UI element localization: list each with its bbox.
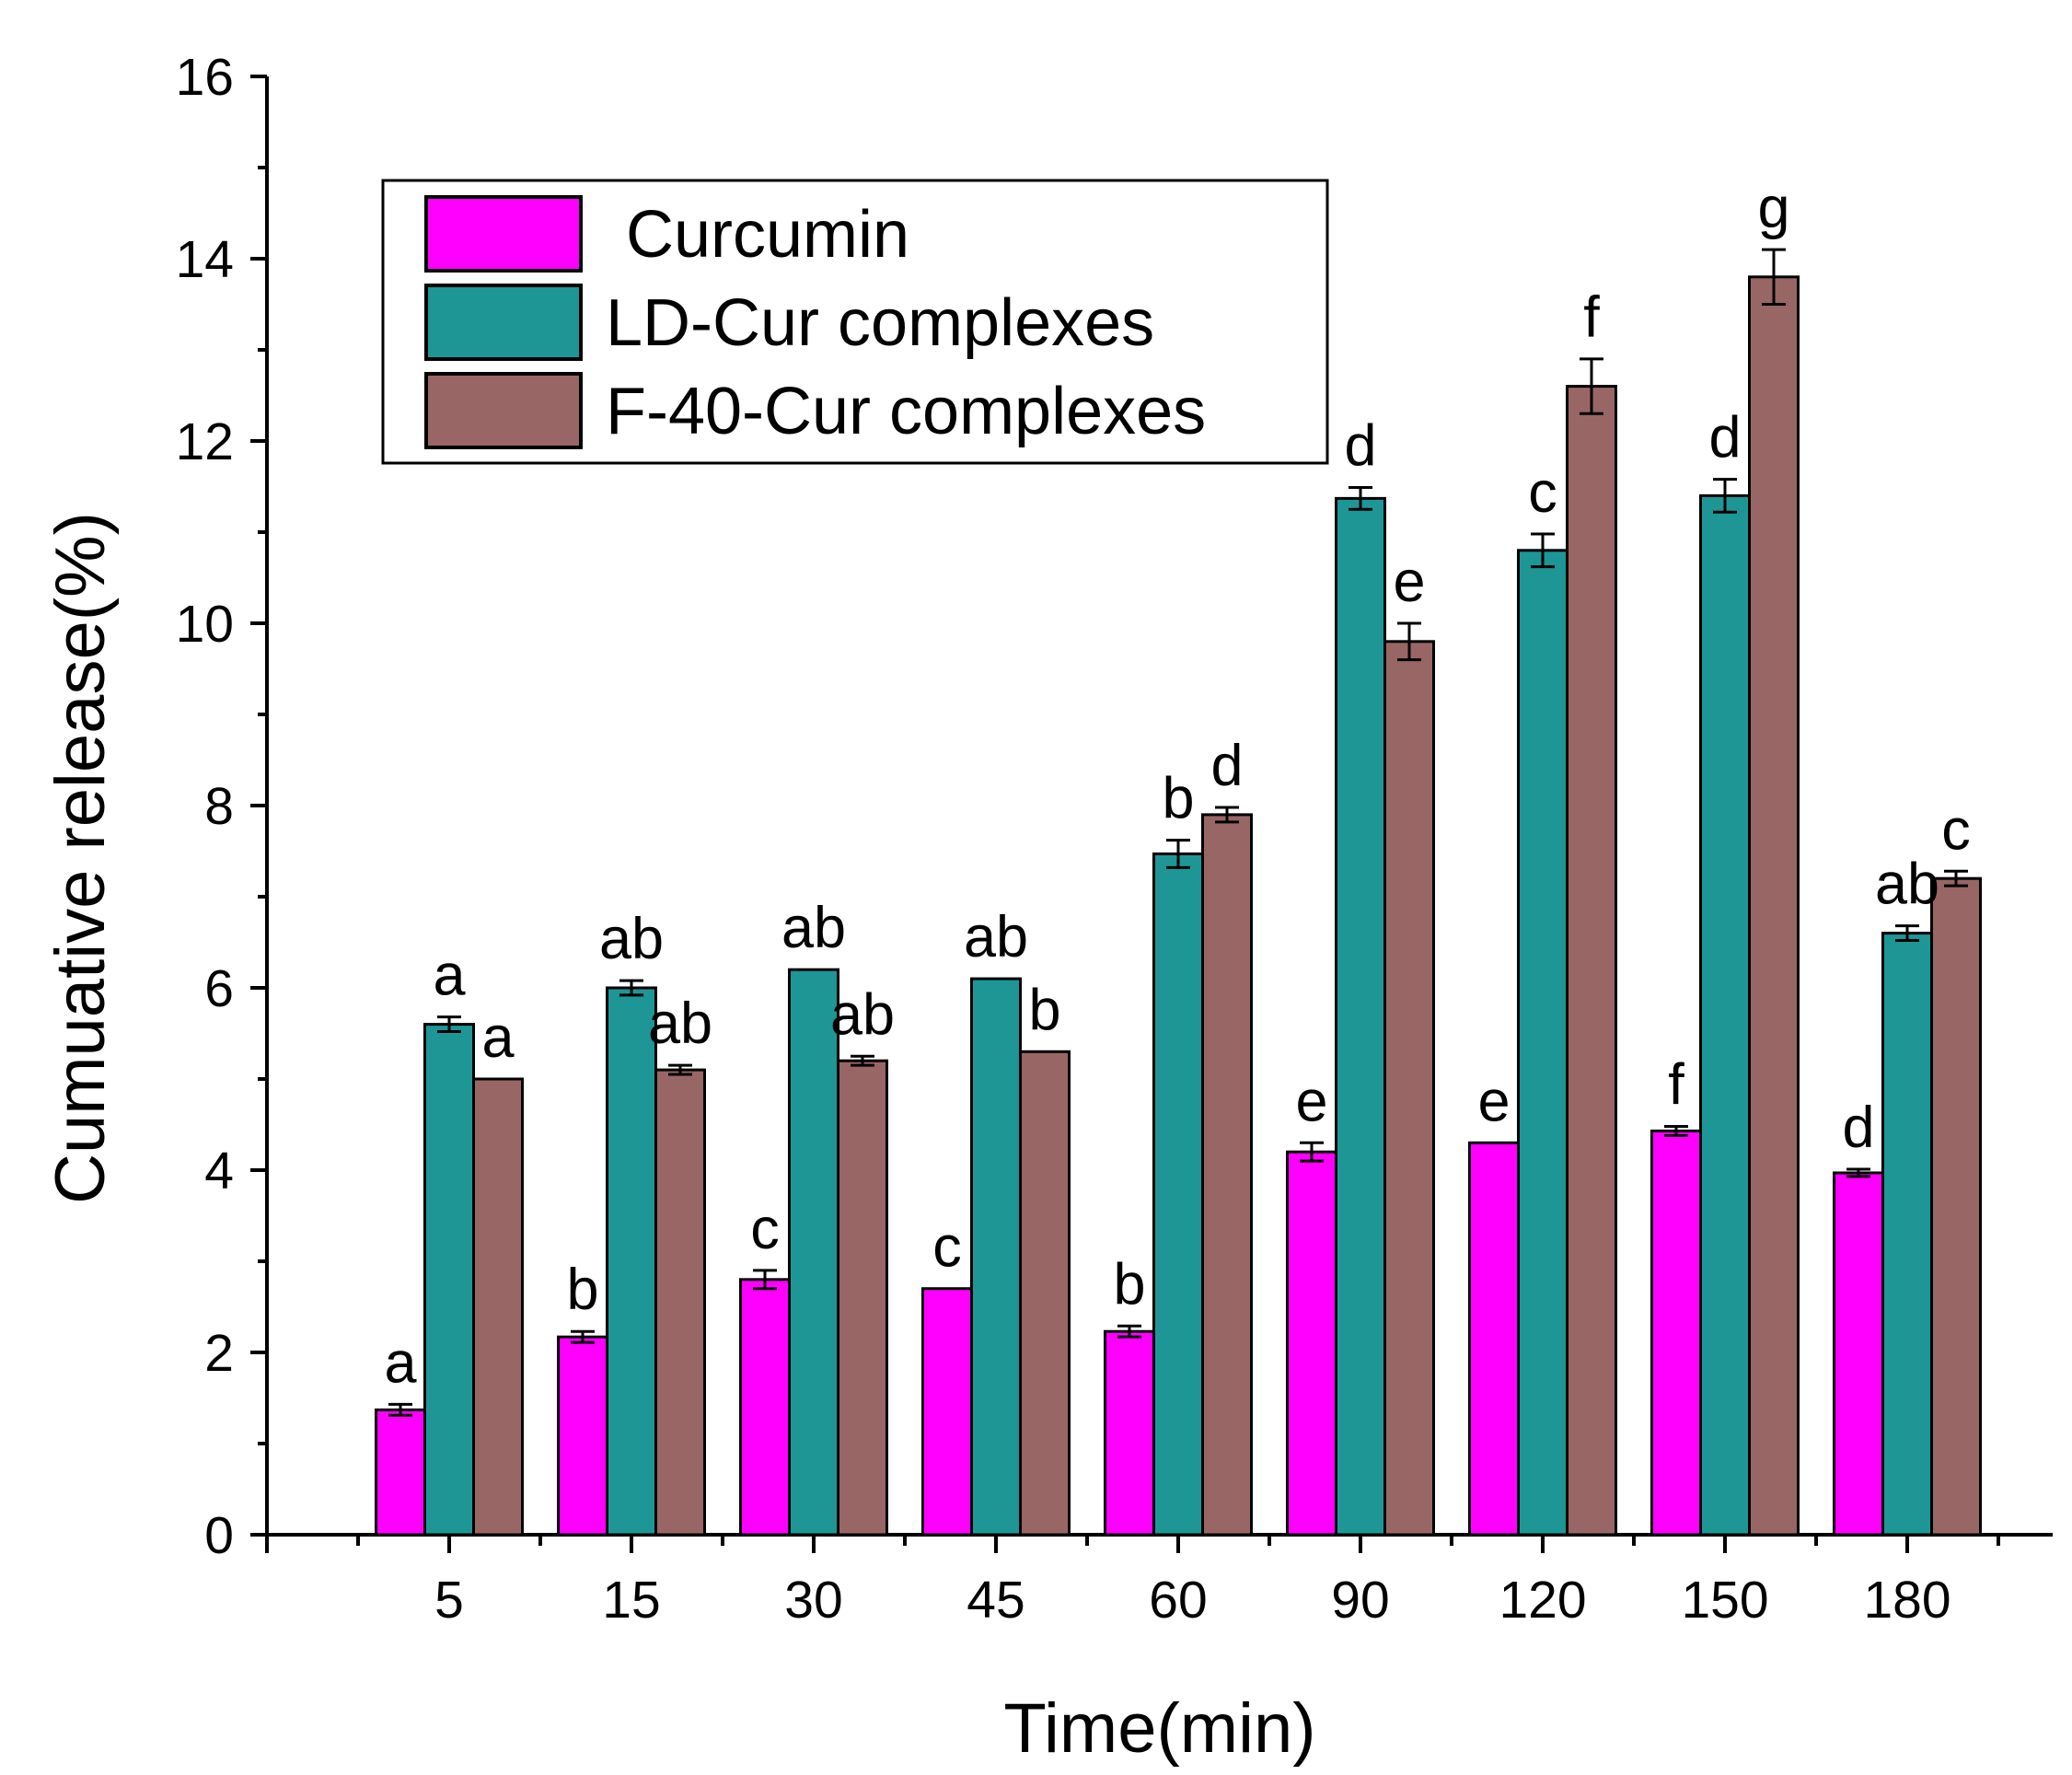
- legend-label: F-40-Cur complexes: [606, 375, 1206, 448]
- legend-label: Curcumin: [626, 198, 909, 272]
- x-tick-label: 90: [1331, 1571, 1389, 1630]
- bar-ld-cur-complexes-5: [423, 1023, 475, 1537]
- bar-f-40-cur-complexes-30: [837, 1059, 888, 1537]
- legend-swatch: [424, 372, 583, 449]
- y-tick-label: 12: [176, 412, 234, 471]
- bar-f-40-cur-complexes-15: [654, 1068, 706, 1537]
- bar-f-40-cur-complexes-180: [1930, 876, 1982, 1537]
- y-tick-label: 10: [176, 595, 234, 654]
- significance-label: e: [1393, 550, 1425, 614]
- y-tick-label: 0: [204, 1506, 234, 1565]
- significance-label: d: [1708, 406, 1741, 470]
- bar-f-40-cur-complexes-45: [1019, 1050, 1071, 1537]
- significance-label: c: [750, 1197, 780, 1261]
- bar-curcumin-120: [1468, 1141, 1520, 1537]
- bar-f-40-cur-complexes-150: [1748, 275, 1800, 1537]
- bar-curcumin-45: [921, 1287, 973, 1537]
- significance-label: d: [1842, 1096, 1874, 1160]
- bar-ld-cur-complexes-150: [1699, 493, 1751, 1537]
- y-tick-label: 2: [204, 1324, 234, 1383]
- x-tick-label: 150: [1681, 1571, 1768, 1630]
- bars-layer: [375, 248, 1982, 1537]
- x-tick-label: 120: [1499, 1571, 1586, 1630]
- y-axis-title: Cumuative release(%): [41, 512, 120, 1204]
- bar-curcumin-90: [1286, 1150, 1337, 1537]
- bar-curcumin-150: [1650, 1129, 1702, 1537]
- bar-ld-cur-complexes-90: [1335, 496, 1386, 1537]
- bar-ld-cur-complexes-120: [1517, 549, 1568, 1537]
- significance-label: b: [566, 1258, 598, 1322]
- bar-f-40-cur-complexes-120: [1566, 385, 1617, 1537]
- significance-label: ab: [648, 992, 712, 1056]
- y-tick-label: 16: [176, 48, 234, 107]
- significance-label: b: [1028, 978, 1060, 1042]
- significance-label: ab: [599, 907, 664, 971]
- significance-label: d: [1344, 413, 1376, 478]
- bar-ld-cur-complexes-45: [970, 977, 1022, 1537]
- bar-curcumin-15: [557, 1335, 608, 1537]
- significance-label: b: [1162, 767, 1194, 831]
- bar-curcumin-180: [1833, 1171, 1884, 1537]
- significance-label: ab: [830, 982, 895, 1047]
- y-tick-label: 8: [204, 777, 234, 836]
- axes: 0 2 4 6 8 10 12 14 16 5 15 30 45 60 90 120 150 180: [176, 48, 2053, 1630]
- bar-f-40-cur-complexes-90: [1383, 640, 1435, 1537]
- x-tick-label: 5: [434, 1571, 464, 1630]
- x-tick-label: 30: [784, 1571, 842, 1630]
- significance-label: f: [1583, 285, 1600, 350]
- y-tick-label: 6: [204, 959, 234, 1018]
- x-tick-label: 60: [1149, 1571, 1207, 1630]
- significance-label: d: [1210, 734, 1243, 798]
- significance-label: f: [1668, 1052, 1684, 1117]
- significance-label: a: [384, 1330, 417, 1395]
- bar-f-40-cur-complexes-60: [1201, 813, 1253, 1537]
- significance-label: a: [433, 944, 466, 1008]
- significance-label: c: [1941, 797, 1971, 862]
- bar-ld-cur-complexes-60: [1152, 852, 1204, 1537]
- legend-label: LD-Cur complexes: [606, 286, 1154, 360]
- legend-swatch: [424, 284, 583, 361]
- significance-label: b: [1113, 1252, 1145, 1317]
- x-tick-label: 180: [1863, 1571, 1950, 1630]
- bar-f-40-cur-complexes-5: [472, 1077, 524, 1537]
- bar-ld-cur-complexes-30: [788, 968, 839, 1537]
- x-tick-label: 15: [602, 1571, 660, 1630]
- x-axis-title: Time(min): [1003, 1689, 1315, 1768]
- significance-label: e: [1477, 1069, 1510, 1133]
- significance-label: c: [1528, 460, 1557, 525]
- significance-label: g: [1757, 176, 1789, 240]
- bar-curcumin-5: [375, 1408, 426, 1537]
- y-tick-label: 14: [176, 230, 234, 289]
- bar-curcumin-30: [739, 1278, 791, 1537]
- y-tick-label: 4: [204, 1142, 234, 1201]
- significance-label: c: [932, 1215, 962, 1280]
- significance-label: e: [1295, 1069, 1327, 1133]
- bar-ld-cur-complexes-180: [1881, 932, 1933, 1537]
- significance-label: ab: [781, 896, 846, 960]
- bar-curcumin-60: [1104, 1329, 1155, 1537]
- significance-label: a: [481, 1005, 515, 1070]
- legend-swatch: [424, 195, 583, 273]
- significance-label: ab: [964, 905, 1028, 969]
- significance-label: ab: [1875, 853, 1939, 917]
- legend: Curcumin LD-Cur complexes F-40-Cur complex…: [381, 179, 1329, 465]
- x-tick-label: 45: [967, 1571, 1024, 1630]
- bar-ld-cur-complexes-15: [606, 986, 657, 1537]
